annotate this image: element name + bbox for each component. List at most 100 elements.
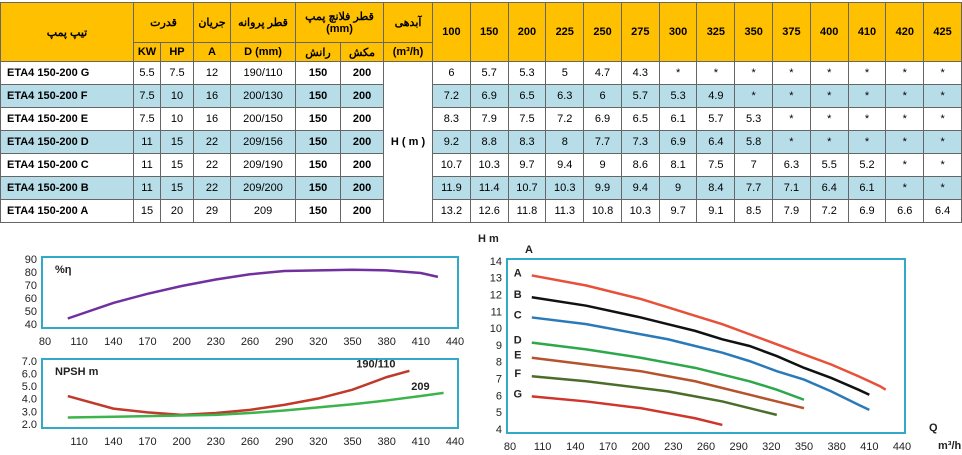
- cell: 11: [133, 130, 161, 154]
- series-line: [531, 395, 723, 427]
- x-tick-label: 320: [309, 436, 327, 448]
- x-tick-label: 380: [377, 436, 395, 448]
- cell: *: [696, 61, 736, 85]
- pump-name: ETA4 150-200 G: [0, 61, 134, 85]
- annotation: A: [525, 244, 533, 256]
- x-tick-label: 350: [343, 336, 361, 348]
- cell: 200: [340, 199, 385, 223]
- table-row: ETA4 150-200 C 11 15 22 209/190 150 200 10.7 10.…: [0, 153, 962, 177]
- table-row: ETA4 150-200 B 11 15 22 209/200 150 200 11.9 11.…: [0, 176, 962, 200]
- cell: 9.1: [696, 199, 736, 223]
- cell: *: [885, 84, 925, 108]
- x-tick-label: 290: [729, 441, 747, 453]
- flow-header: 200: [507, 2, 547, 62]
- cell: 22: [193, 130, 232, 154]
- series-line: [531, 274, 887, 391]
- cell: 6.6: [885, 199, 925, 223]
- plot-frame: [506, 258, 906, 434]
- x-tick-label: 320: [762, 441, 780, 453]
- cell: 5.7: [469, 61, 509, 85]
- cell: 7.9: [469, 107, 509, 131]
- y-tick-label: 4.0: [22, 394, 37, 406]
- table-row: ETA4 150-200 D 11 15 22 209/156 150 200 9.2 8.8 8…: [0, 130, 962, 154]
- x-tick-label: 440: [446, 436, 464, 448]
- y-tick-label: 7: [496, 374, 502, 386]
- cell: *: [847, 107, 887, 131]
- cell: *: [885, 176, 925, 200]
- y-tick-label: 6: [496, 390, 502, 402]
- cell: *: [923, 130, 962, 154]
- y-label: H m: [478, 233, 499, 245]
- y-tick-label: 40: [25, 319, 37, 331]
- cell: 8.1: [658, 153, 698, 177]
- flow-header: 375: [772, 2, 811, 62]
- x-tick-label: 110: [70, 336, 88, 348]
- plot-frame: [41, 358, 459, 429]
- cell: 150: [295, 130, 342, 154]
- cell: 150: [295, 107, 342, 131]
- cell: 200: [340, 84, 385, 108]
- cell: 5.5: [809, 153, 849, 177]
- x-tick-label: 170: [138, 436, 156, 448]
- cell: 4.9: [696, 84, 736, 108]
- cell: 9.7: [658, 199, 698, 223]
- cell: 200: [340, 61, 385, 85]
- pump-name: ETA4 150-200 A: [0, 199, 134, 223]
- x-tick-label: 380: [827, 441, 845, 453]
- cell: 209/190: [230, 153, 297, 177]
- x-tick-label: 410: [860, 441, 878, 453]
- y-tick-label: 50: [25, 306, 37, 318]
- y-tick-label: 6.0: [22, 369, 37, 381]
- cell: 10.8: [583, 199, 622, 223]
- cell: 12.6: [469, 199, 509, 223]
- cell: 7.9: [772, 199, 811, 223]
- series-line: [531, 356, 805, 410]
- pump-name: ETA4 150-200 B: [0, 176, 134, 200]
- series-line: [67, 391, 444, 419]
- x-tick-label: 170: [138, 336, 156, 348]
- header-cell: تیپ پمپ: [0, 2, 134, 62]
- x-tick-label: 290: [275, 436, 293, 448]
- y-tick-label: 5: [496, 407, 502, 419]
- cell: 7.7: [734, 176, 774, 200]
- series-label: D: [514, 335, 522, 347]
- cell: 6.4: [923, 199, 962, 223]
- cell: 6.9: [583, 107, 622, 131]
- cell: 5.8: [734, 130, 774, 154]
- x-tick-label: 170: [599, 441, 617, 453]
- cell: 7.5: [159, 61, 195, 85]
- cell: 11: [133, 176, 161, 200]
- cell: 5.3: [507, 61, 547, 85]
- x-tick-label: 200: [631, 441, 649, 453]
- x-tick-label: 320: [309, 336, 327, 348]
- cell: 11.4: [469, 176, 509, 200]
- series-label: E: [514, 350, 521, 362]
- head-cell: H ( m ): [383, 61, 434, 223]
- x-tick-label: 380: [377, 336, 395, 348]
- x-tick-label: 230: [207, 436, 225, 448]
- series-line: [531, 296, 870, 396]
- cell: *: [885, 153, 925, 177]
- cell: 6: [583, 84, 622, 108]
- y-tick-label: 11: [491, 306, 502, 318]
- header-cell: رانش: [295, 42, 342, 62]
- cell: *: [847, 130, 887, 154]
- x-tick-label: 110: [534, 441, 552, 453]
- cell: 15: [159, 130, 195, 154]
- cell: 9.9: [583, 176, 622, 200]
- x-tick-label: 350: [343, 436, 361, 448]
- cell: 5.5: [133, 61, 161, 85]
- y-tick-label: 7.0: [22, 356, 37, 368]
- header-cell: (m³/h): [383, 42, 434, 62]
- pump-table: تیپ پمپ قدرت جریان قطر پروانه قطر فلانچ پمپ …: [0, 2, 962, 223]
- x-tick-label: 260: [241, 336, 259, 348]
- cell: 6.4: [696, 130, 736, 154]
- cell: *: [658, 61, 698, 85]
- y-tick-label: 60: [25, 293, 37, 305]
- x-tick-label: 440: [446, 336, 464, 348]
- cell: 10.3: [620, 199, 660, 223]
- cell: *: [809, 130, 849, 154]
- flow-header: 425: [923, 2, 962, 62]
- cell: 11.3: [545, 199, 585, 223]
- flow-header: 325: [696, 2, 736, 62]
